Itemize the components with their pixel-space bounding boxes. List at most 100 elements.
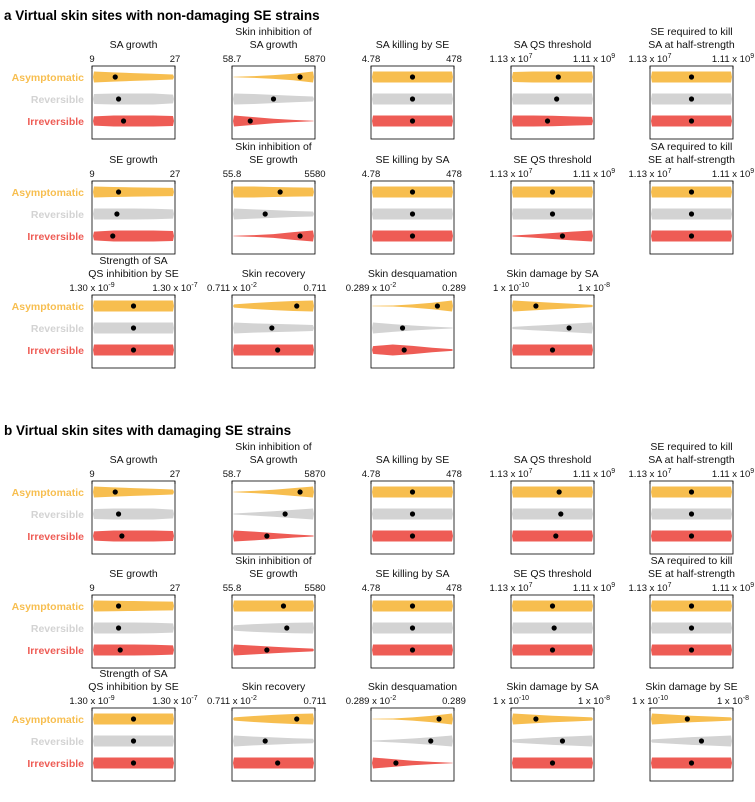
violin-reversible (512, 735, 593, 747)
axis-max-label: 5580 (304, 169, 325, 180)
axis-min-label: 4.78 (362, 54, 381, 65)
mean-dot-reversible (409, 625, 416, 631)
axis-min-label: 58.7 (223, 54, 242, 65)
mean-dot-irreversible (409, 533, 416, 539)
mean-dot-irreversible (119, 533, 125, 539)
row-label-reversible: Reversible (31, 736, 84, 748)
panel-title: SA required to kill (651, 141, 733, 153)
mean-dot-asymptomatic (130, 303, 137, 309)
mean-dot-reversible (262, 211, 268, 217)
axis-max-label: 5870 (304, 54, 325, 65)
violin-reversible (372, 735, 453, 747)
violin-asymptomatic (93, 600, 174, 612)
row-label-reversible: Reversible (31, 623, 84, 635)
mean-dot-reversible (688, 211, 695, 217)
violin-irreversible (233, 344, 314, 356)
mean-dot-asymptomatic (555, 74, 561, 80)
mean-dot-irreversible (688, 533, 695, 539)
row-label-asymptomatic: Asymptomatic (12, 187, 85, 199)
panel-title: SA killing by SE (376, 39, 450, 51)
panel-title: SE growth (109, 154, 158, 166)
row-label-irreversible: Irreversible (27, 645, 84, 657)
row-label-irreversible: Irreversible (27, 231, 84, 243)
panel-title: Skin damage by SA (506, 268, 598, 280)
axis-max-label: 478 (446, 54, 462, 65)
row-label-asymptomatic: Asymptomatic (12, 301, 85, 313)
row-label-irreversible: Irreversible (27, 758, 84, 770)
axis-min-label: 0.711 x 10-2 (207, 695, 257, 707)
mean-dot-asymptomatic (688, 74, 695, 80)
mean-dot-reversible (558, 511, 564, 517)
row-label-irreversible: Irreversible (27, 531, 84, 543)
axis-max-label: 1.11 x 109 (712, 168, 754, 180)
violin-irreversible (233, 530, 314, 542)
axis-max-label: 1 x 10-8 (578, 695, 610, 707)
panel-skin-damage-by-se: Skin damage by SE 1 x 10-10 1 x 10-8 (632, 681, 749, 782)
violin-asymptomatic (512, 486, 593, 498)
mean-dot-asymptomatic (130, 716, 137, 722)
violin-irreversible (93, 230, 174, 242)
mean-dot-irreversible (688, 118, 695, 124)
panel-title: Strength of SA (99, 255, 167, 267)
axis-min-label: 9 (89, 169, 94, 180)
mean-dot-irreversible (297, 233, 303, 239)
panel-se-killing-by-sa: SE killing by SA 4.78 478 (362, 154, 462, 255)
axis-min-label: 4.78 (362, 469, 381, 480)
mean-dot-reversible (549, 211, 556, 217)
mean-dot-asymptomatic (297, 74, 303, 80)
panel-title: Skin recovery (242, 268, 306, 280)
violin-asymptomatic (512, 71, 593, 83)
mean-dot-irreversible (409, 118, 416, 124)
row-label-asymptomatic: Asymptomatic (12, 72, 85, 84)
violin-reversible (372, 322, 453, 334)
mean-dot-reversible (269, 325, 275, 331)
panel-title: SA growth (110, 39, 158, 51)
panel-skin-damage-by-sa: Skin damage by SA 1 x 10-10 1 x 10-8 (493, 681, 610, 782)
axis-min-label: 1.13 x 107 (490, 468, 533, 480)
panel-title: SA at half-strength (648, 39, 735, 51)
mean-dot-irreversible (409, 647, 416, 653)
row-label-asymptomatic: Asymptomatic (12, 487, 85, 499)
panel-skin-damage-by-sa: Skin damage by SA 1 x 10-10 1 x 10-8 (493, 268, 610, 369)
violin-reversible (233, 735, 314, 747)
row-label-irreversible: Irreversible (27, 116, 84, 128)
mean-dot-reversible (270, 96, 277, 102)
mean-dot-reversible (130, 738, 137, 744)
panel-title: SE QS threshold (513, 568, 591, 580)
axis-max-label: 478 (446, 583, 462, 594)
axis-min-label: 1.13 x 107 (629, 468, 672, 480)
row-label-asymptomatic: Asymptomatic (12, 601, 85, 613)
mean-dot-irreversible (393, 760, 399, 766)
violin-irreversible (233, 230, 314, 242)
axis-min-label: 9 (89, 54, 94, 65)
panel-skin-desquamation: Skin desquamation 0.289 x 10-2 0.289 (346, 268, 466, 369)
violin-asymptomatic (512, 300, 593, 312)
mean-dot-irreversible (553, 533, 559, 539)
mean-dot-reversible (115, 511, 122, 517)
mean-dot-asymptomatic (112, 489, 118, 495)
mean-dot-asymptomatic (434, 303, 440, 309)
row-label-irreversible: Irreversible (27, 345, 84, 357)
violin-asymptomatic (233, 713, 314, 725)
panel-se-growth: SE growth 9 27 (89, 154, 180, 255)
panel-title: SA QS threshold (514, 454, 592, 466)
panel-title: SE growth (249, 568, 298, 580)
axis-min-label: 1.13 x 107 (629, 53, 672, 65)
panel-title: Skin inhibition of (235, 555, 312, 567)
panel-title: QS inhibition by SE (88, 681, 178, 693)
mean-dot-asymptomatic (294, 716, 300, 722)
row-label-reversible: Reversible (31, 509, 84, 521)
mean-dot-irreversible (275, 760, 281, 766)
panel-sa-killing-by-se: SA killing by SE 4.78 478 (362, 39, 462, 140)
panel-title: SE growth (249, 154, 298, 166)
violin-asymptomatic (233, 186, 314, 198)
mean-dot-asymptomatic (556, 489, 562, 495)
mean-dot-asymptomatic (684, 716, 690, 722)
mean-dot-asymptomatic (688, 189, 695, 195)
violin-reversible (93, 208, 174, 220)
